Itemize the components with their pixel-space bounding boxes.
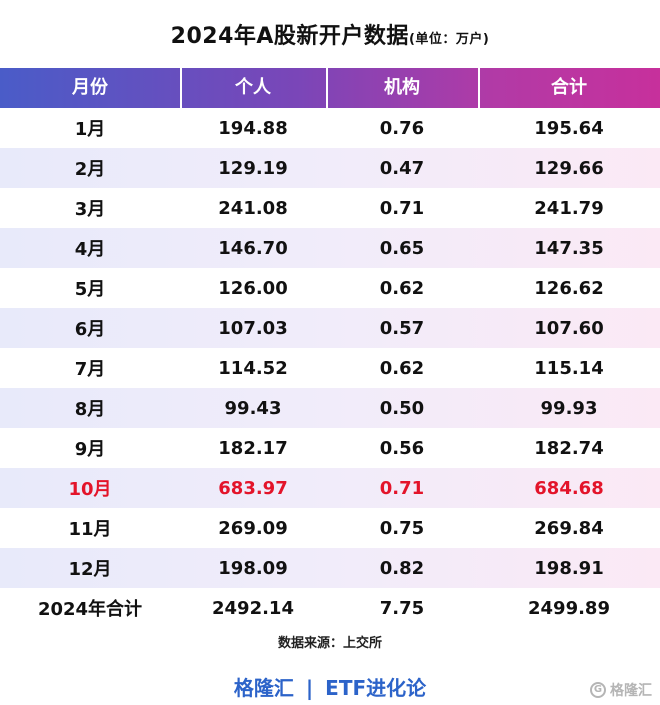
header-individual: 个人 (180, 68, 326, 108)
cell-month: 11月 (68, 519, 112, 540)
cell-institution: 0.71 (379, 477, 425, 499)
total-institution: 7.75 (379, 597, 425, 619)
cell-individual: 126.00 (218, 277, 288, 299)
table-row: 6月 107.03 0.57 107.60 (0, 308, 660, 348)
cell-month: 3月 (74, 199, 106, 220)
cell-month: 7月 (74, 359, 106, 380)
table-row: 8月 99.43 0.50 99.93 (0, 388, 660, 428)
cell-institution: 0.76 (379, 117, 425, 139)
total-individual: 2492.14 (212, 597, 294, 619)
cell-total: 241.79 (534, 197, 604, 219)
table-row: 10月 683.97 0.71 684.68 (0, 468, 660, 508)
cell-total: 182.74 (534, 437, 604, 459)
footer-brand-name: 格隆汇 (233, 676, 294, 700)
total-month: 2024年合计 (37, 599, 143, 620)
header-total: 合计 (478, 68, 660, 108)
cell-institution: 0.62 (379, 357, 425, 379)
total-total: 2499.89 (528, 597, 610, 619)
table-row: 5月 126.00 0.62 126.62 (0, 268, 660, 308)
cell-individual: 146.70 (218, 237, 288, 259)
cell-total: 147.35 (534, 237, 604, 259)
cell-month: 6月 (74, 319, 106, 340)
cell-institution: 0.57 (379, 317, 425, 339)
cell-individual: 129.19 (218, 157, 288, 179)
table-row: 1月 194.88 0.76 195.64 (0, 108, 660, 148)
table-row: 3月 241.08 0.71 241.79 (0, 188, 660, 228)
cell-individual: 114.52 (218, 357, 288, 379)
footer-channel: ETF进化论 (325, 676, 427, 700)
cell-institution: 0.82 (379, 557, 425, 579)
cell-total: 269.84 (534, 517, 604, 539)
cell-individual: 269.09 (218, 517, 288, 539)
footer-separator: | (305, 676, 314, 700)
title-text: 2024年A股新开户数据 (170, 24, 409, 49)
footer-brand: 格隆汇 | ETF进化论 (0, 672, 660, 701)
cell-individual: 107.03 (218, 317, 288, 339)
cell-individual: 194.88 (218, 117, 288, 139)
cell-institution: 0.62 (379, 277, 425, 299)
cell-month: 12月 (68, 559, 112, 580)
cell-month: 1月 (74, 119, 106, 140)
data-source: 数据来源：上交所 (277, 636, 382, 651)
cell-total: 126.62 (534, 277, 604, 299)
cell-institution: 0.50 (379, 397, 425, 419)
table-row: 12月 198.09 0.82 198.91 (0, 548, 660, 588)
cell-institution: 0.65 (379, 237, 425, 259)
cell-individual: 198.09 (218, 557, 288, 579)
header-institution: 机构 (326, 68, 478, 108)
cell-individual: 99.43 (224, 397, 282, 419)
cell-month: 2月 (74, 159, 106, 180)
cell-total: 115.14 (534, 357, 604, 379)
title-unit: (单位：万户) (408, 32, 490, 47)
page-title: 2024年A股新开户数据(单位：万户) (0, 18, 660, 50)
cell-month: 5月 (74, 279, 106, 300)
watermark: G 格隆汇 (590, 680, 652, 700)
cell-month: 4月 (74, 239, 106, 260)
table-row: 11月 269.09 0.75 269.84 (0, 508, 660, 548)
cell-institution: 0.56 (379, 437, 425, 459)
watermark-text: 格隆汇 (610, 683, 652, 699)
cell-institution: 0.47 (379, 157, 425, 179)
table-row-total: 2024年合计 2492.14 7.75 2499.89 (0, 588, 660, 628)
table-row: 4月 146.70 0.65 147.35 (0, 228, 660, 268)
cell-total: 684.68 (534, 477, 604, 499)
cell-month: 10月 (68, 479, 112, 500)
cell-institution: 0.71 (379, 197, 425, 219)
table-row: 9月 182.17 0.56 182.74 (0, 428, 660, 468)
cell-individual: 241.08 (218, 197, 288, 219)
table-row: 7月 114.52 0.62 115.14 (0, 348, 660, 388)
cell-total: 107.60 (534, 317, 604, 339)
cell-total: 198.91 (534, 557, 604, 579)
cell-total: 129.66 (534, 157, 604, 179)
cell-month: 9月 (74, 439, 106, 460)
cell-individual: 182.17 (218, 437, 288, 459)
table-body: 1月 194.88 0.76 195.64 2月 129.19 0.47 129.66 3月 24… (0, 108, 660, 588)
table-header: 月份 个人 机构 合计 (0, 68, 660, 108)
table-row: 2月 129.19 0.47 129.66 (0, 148, 660, 188)
cell-month: 8月 (74, 399, 106, 420)
cell-individual: 683.97 (218, 477, 288, 499)
data-table: 月份 个人 机构 合计 1月 194.88 0.76 195.64 2月 129.19 0.… (0, 68, 660, 628)
g-logo-icon: G (590, 682, 606, 698)
cell-total: 195.64 (534, 117, 604, 139)
cell-total: 99.93 (540, 397, 598, 419)
cell-institution: 0.75 (379, 517, 425, 539)
header-month: 月份 (72, 77, 108, 98)
